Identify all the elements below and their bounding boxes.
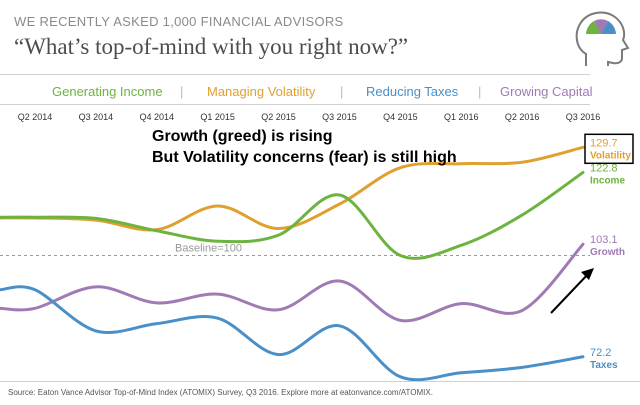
- top-divider: [0, 74, 590, 75]
- kicker-text: WE RECENTLY ASKED 1,000 FINANCIAL ADVISO…: [14, 14, 344, 29]
- series-line-reducing-taxes: [0, 285, 585, 382]
- end-value-label: 72.2: [590, 347, 611, 359]
- legend: Generating Income | Managing Volatility …: [0, 84, 640, 102]
- x-tick-label: Q3 2016: [566, 112, 601, 122]
- series-line-managing-volatility: [0, 145, 585, 232]
- source-note: Source: Eaton Vance Advisor Top-of-Mind …: [8, 388, 433, 397]
- baseline-label: Baseline=100: [175, 243, 242, 255]
- legend-separator: |: [478, 84, 482, 99]
- x-tick-label: Q4 2014: [140, 112, 175, 122]
- annotation-line-2: But Volatility concerns (fear) is still …: [152, 149, 457, 166]
- x-tick-label: Q1 2016: [444, 112, 479, 122]
- x-tick-label: Q3 2014: [79, 112, 114, 122]
- x-tick-label: Q1 2015: [200, 112, 235, 122]
- legend-divider: [0, 104, 590, 105]
- end-series-label: Income: [590, 175, 625, 186]
- legend-item-income: Generating Income: [52, 84, 163, 99]
- legend-separator: |: [340, 84, 344, 99]
- end-series-label: Taxes: [590, 360, 618, 371]
- end-value-label: 103.1: [590, 234, 618, 246]
- x-tick-label: Q2 2015: [261, 112, 296, 122]
- end-value-label: 129.7: [590, 137, 618, 149]
- legend-item-growth: Growing Capital: [500, 84, 593, 99]
- end-value-label: 122.8: [590, 162, 618, 174]
- page-title: “What’s top-of-mind with you right now?”: [14, 34, 409, 59]
- arrow-head-icon: [581, 268, 594, 280]
- x-tick-label: Q2 2016: [505, 112, 540, 122]
- head-logo-icon: [575, 11, 630, 66]
- legend-item-volatility: Managing Volatility: [207, 84, 316, 99]
- bottom-divider: [0, 381, 640, 382]
- legend-item-taxes: Reducing Taxes: [366, 84, 459, 99]
- x-tick-label: Q4 2015: [383, 112, 418, 122]
- end-label-box: [584, 133, 634, 165]
- annotation-line-1: Growth (greed) is rising: [152, 128, 333, 145]
- legend-separator: |: [180, 84, 184, 99]
- end-series-label: Growth: [590, 247, 625, 258]
- x-tick-label: Q3 2015: [322, 112, 357, 122]
- series-line-generating-income: [0, 170, 585, 260]
- series-line-growing-capital: [0, 242, 585, 323]
- end-series-label: Volatility: [590, 150, 631, 161]
- arrow-line: [550, 271, 591, 314]
- x-tick-label: Q2 2014: [18, 112, 53, 122]
